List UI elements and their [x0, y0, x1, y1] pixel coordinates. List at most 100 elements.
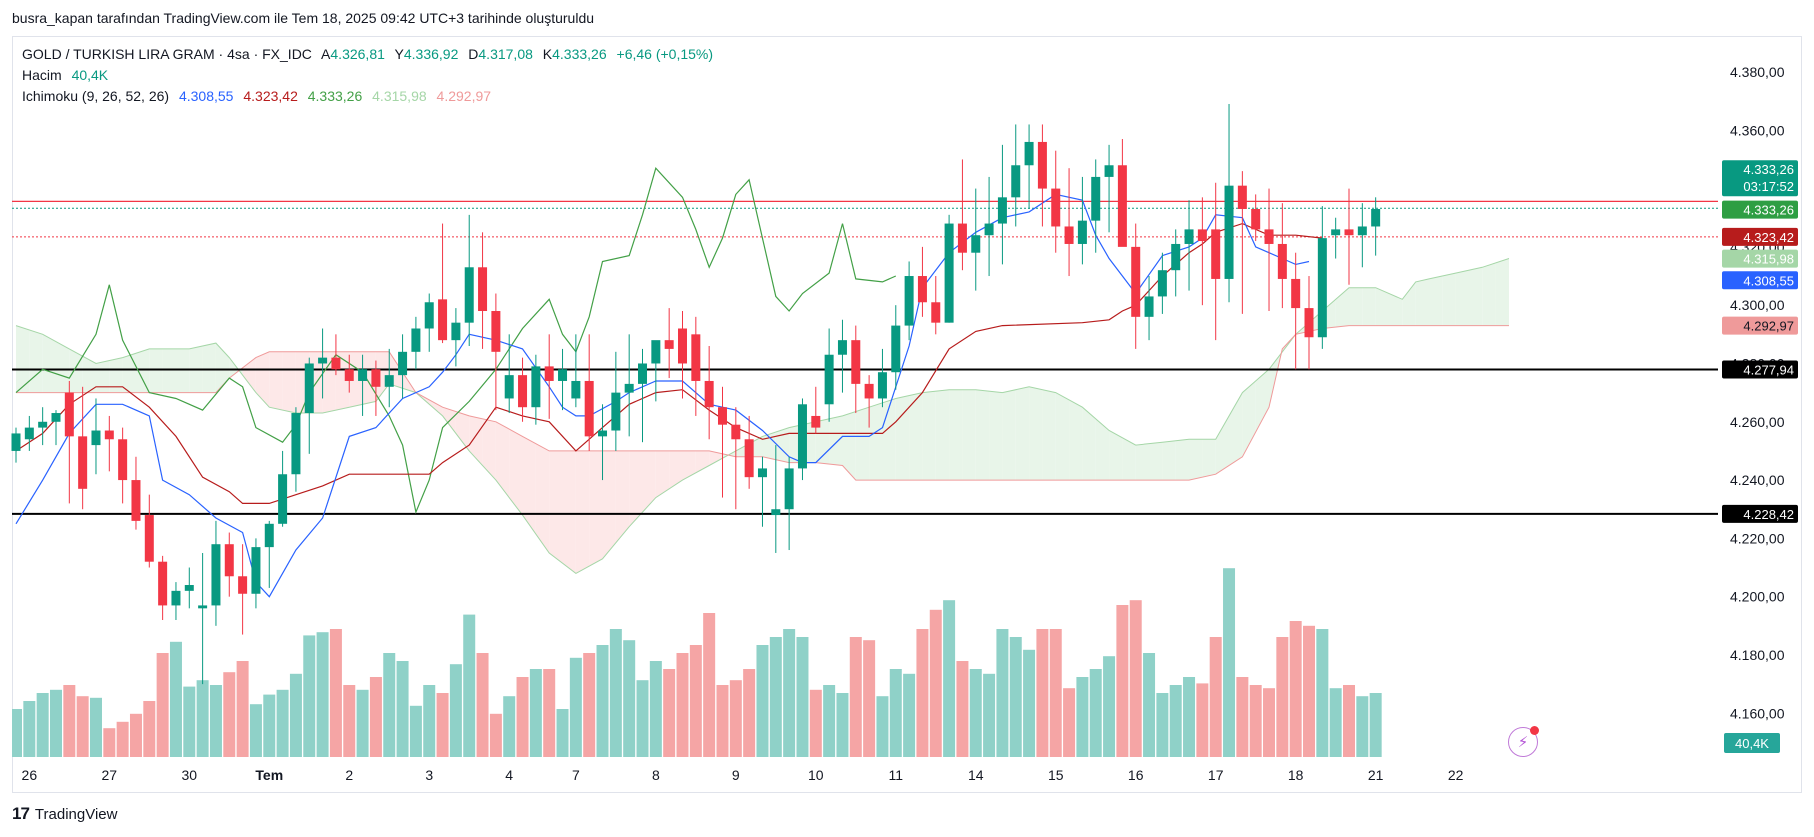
cloud-segment	[1175, 439, 1189, 481]
ohlc-open-label: A	[321, 46, 331, 62]
volume-bar	[449, 664, 462, 757]
volume-bar	[929, 609, 942, 757]
volume-bar	[1356, 696, 1369, 757]
volume-bar	[676, 653, 689, 757]
volume-bar	[969, 669, 982, 757]
candle-body	[291, 413, 301, 475]
cloud-segment	[482, 418, 496, 481]
lightning-icon[interactable]: ⚡	[1508, 726, 1539, 757]
x-tick-label: 11	[889, 767, 904, 783]
cloud-segment	[1335, 287, 1349, 327]
cloud-segment	[242, 357, 256, 393]
candles	[11, 104, 1381, 685]
cloud-segment	[109, 357, 123, 393]
y-tick-label: 4.380,00	[1730, 64, 1785, 80]
cloud-segment	[669, 450, 683, 489]
volume-bar	[423, 685, 436, 757]
cloud-segment	[1215, 415, 1229, 475]
volume-bar	[823, 685, 836, 757]
cloud-segment	[709, 450, 723, 466]
volume-bar	[756, 645, 769, 757]
cloud-segment	[69, 348, 83, 393]
volume-bar	[1116, 605, 1129, 757]
volume-bar	[623, 640, 636, 757]
volume-bar	[1023, 649, 1036, 757]
volume-bar	[783, 629, 796, 757]
cloud-segment	[922, 391, 936, 481]
x-tick-label: Tem	[255, 767, 283, 783]
cloud-segment	[162, 348, 176, 393]
volume-bar	[1316, 629, 1329, 757]
lead-b-badge-bg	[1722, 316, 1798, 335]
volume-bar	[169, 641, 182, 757]
candle-body	[811, 415, 821, 428]
candle-body	[771, 509, 781, 516]
ohlc-close-label: K	[542, 46, 553, 62]
volume-bar	[1009, 637, 1022, 757]
candle-body	[1024, 141, 1034, 166]
tradingview-logo-icon[interactable]: 17 TradingView	[12, 804, 117, 824]
candle-body	[944, 223, 954, 323]
candle-body	[1064, 226, 1074, 244]
candle-body	[491, 311, 501, 352]
x-tick-label: 4	[505, 767, 513, 783]
x-tick-label: 18	[1288, 767, 1304, 783]
volume-bar	[1076, 677, 1089, 757]
notification-dot	[1530, 726, 1539, 735]
volume-bar	[63, 685, 76, 757]
candle-body	[544, 366, 554, 381]
cloud-segment	[909, 392, 923, 481]
volume-bar	[396, 661, 409, 757]
candle-body	[864, 383, 874, 399]
legend-volume-row: Hacim 40,4K	[22, 65, 719, 86]
volume-bar	[1183, 677, 1196, 757]
candle-body	[678, 328, 687, 364]
candle-body	[757, 468, 767, 478]
volume-bar	[476, 653, 489, 757]
ichimoku-lead-b-value: 4.292,97	[436, 88, 492, 104]
symbol-name[interactable]: GOLD / TURKISH LIRA GRAM · 4sa · FX_IDC	[22, 46, 312, 62]
candle-body	[1171, 243, 1181, 271]
x-tick-label: 10	[808, 767, 824, 783]
cloud-segment	[522, 436, 536, 534]
cloud-segment	[975, 389, 990, 481]
candle-body	[478, 267, 488, 312]
lead-a-badge-text: 4.315,98	[1743, 252, 1794, 267]
volume-bar	[1236, 677, 1249, 757]
volume-bar	[996, 629, 1009, 757]
ohlc-high-value: 4.336,92	[403, 46, 459, 62]
volume-bar	[183, 686, 196, 757]
legend-ichimoku-row: Ichimoku (9, 26, 52, 26) 4.308,55 4.323,…	[22, 86, 719, 107]
y-tick-label: 4.240,00	[1730, 472, 1785, 488]
candle-body	[451, 322, 461, 341]
logo-text: TradingView	[34, 805, 118, 823]
volume-indicator-label[interactable]: Hacim	[22, 67, 62, 83]
volume-bar	[876, 696, 889, 757]
cloud-segment	[869, 402, 883, 481]
y-tick-label: 4.360,00	[1730, 122, 1785, 138]
volume-bar	[289, 673, 302, 757]
candle-body	[424, 302, 434, 329]
volume-bar	[716, 685, 729, 757]
ichimoku-indicator-label[interactable]: Ichimoku (9, 26, 52, 26)	[22, 88, 170, 104]
y-tick-label: 4.260,00	[1730, 414, 1785, 430]
lagging-badge-text: 4.333,26	[1743, 203, 1794, 218]
cloud-segment	[509, 429, 523, 516]
candle-body	[731, 424, 741, 440]
chart-frame	[12, 36, 1802, 793]
cloud-segment	[29, 330, 43, 393]
volume-bar	[1036, 629, 1049, 757]
cloud-segment	[1082, 407, 1096, 481]
volume-bar	[1263, 688, 1276, 757]
cloud-segment	[1122, 437, 1136, 481]
volume-bar	[276, 689, 289, 757]
cloud-segment	[1349, 287, 1363, 326]
candle-body	[824, 354, 834, 405]
x-tick-label: 15	[1048, 767, 1064, 783]
countdown-text: 03:17:52	[1743, 179, 1794, 194]
volume-bar	[956, 661, 969, 757]
x-tick-label: 7	[572, 767, 580, 783]
volume-bar	[1196, 683, 1209, 757]
volume-bar	[836, 693, 849, 757]
